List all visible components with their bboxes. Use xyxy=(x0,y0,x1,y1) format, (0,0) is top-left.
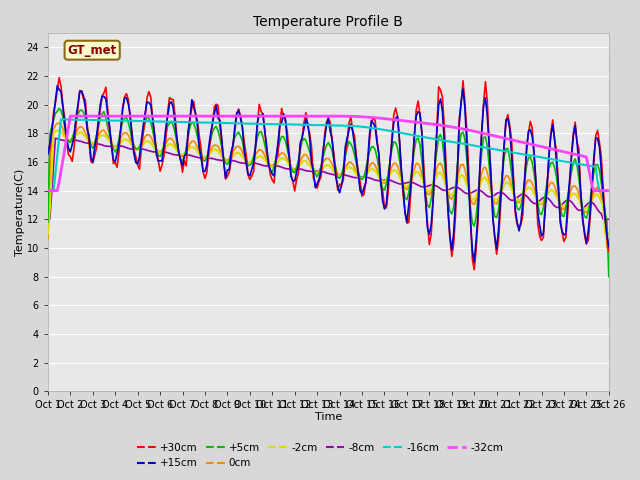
-2cm xyxy=(605,231,612,237)
Legend: +30cm, +15cm, +5cm, 0cm, -2cm, -8cm, -16cm, -32cm: +30cm, +15cm, +5cm, 0cm, -2cm, -8cm, -16… xyxy=(132,439,508,472)
+30cm xyxy=(489,215,497,220)
+5cm xyxy=(55,106,63,111)
+30cm xyxy=(605,249,612,254)
Line: -16cm: -16cm xyxy=(48,120,609,191)
0cm xyxy=(272,158,280,164)
+15cm xyxy=(568,155,575,160)
0cm xyxy=(519,192,527,197)
+30cm xyxy=(521,179,529,185)
0cm xyxy=(603,245,611,251)
X-axis label: Time: Time xyxy=(315,412,342,422)
Line: -2cm: -2cm xyxy=(48,131,609,234)
+5cm xyxy=(566,181,573,187)
Line: +5cm: +5cm xyxy=(48,108,609,276)
0cm xyxy=(566,192,573,197)
Title: Temperature Profile B: Temperature Profile B xyxy=(253,15,403,29)
-32cm xyxy=(429,121,437,127)
-2cm xyxy=(291,167,298,172)
-2cm xyxy=(487,189,495,194)
+30cm xyxy=(429,200,437,205)
0cm xyxy=(44,236,52,242)
-16cm xyxy=(272,121,280,127)
-8cm xyxy=(519,191,527,197)
-32cm xyxy=(272,113,280,119)
-32cm xyxy=(566,150,573,156)
-32cm xyxy=(89,113,97,119)
-2cm xyxy=(519,193,527,199)
-16cm xyxy=(44,188,52,193)
+5cm xyxy=(291,170,298,176)
-8cm xyxy=(272,163,280,168)
+5cm xyxy=(429,183,437,189)
-2cm xyxy=(566,195,573,201)
Line: 0cm: 0cm xyxy=(48,123,609,248)
+15cm xyxy=(272,156,280,162)
+15cm xyxy=(429,197,437,203)
-8cm xyxy=(52,135,60,141)
+5cm xyxy=(487,182,495,188)
0cm xyxy=(291,167,298,173)
0cm xyxy=(605,245,612,251)
+15cm xyxy=(44,151,52,157)
-32cm xyxy=(605,188,612,193)
-2cm xyxy=(429,181,437,187)
-8cm xyxy=(429,182,437,188)
+5cm xyxy=(519,192,527,198)
Line: -32cm: -32cm xyxy=(48,116,609,191)
+15cm xyxy=(521,175,529,180)
-32cm xyxy=(291,113,298,119)
-16cm xyxy=(566,159,573,165)
-2cm xyxy=(44,231,52,237)
+5cm xyxy=(272,156,280,161)
+30cm xyxy=(44,150,52,156)
Line: -8cm: -8cm xyxy=(48,138,609,219)
-16cm xyxy=(519,151,527,157)
-8cm xyxy=(566,198,573,204)
+5cm xyxy=(605,274,612,279)
0cm xyxy=(487,187,495,192)
+5cm xyxy=(44,219,52,225)
-8cm xyxy=(44,216,52,222)
-2cm xyxy=(55,128,63,133)
Line: +30cm: +30cm xyxy=(48,78,609,270)
+15cm xyxy=(53,83,61,89)
-16cm xyxy=(605,188,612,193)
+30cm xyxy=(291,188,298,194)
+15cm xyxy=(470,259,478,265)
0cm xyxy=(55,120,63,126)
+30cm xyxy=(55,75,63,81)
-8cm xyxy=(291,166,298,172)
Line: +15cm: +15cm xyxy=(48,86,609,262)
+30cm xyxy=(568,154,575,159)
-32cm xyxy=(519,140,527,145)
-16cm xyxy=(57,117,65,122)
-16cm xyxy=(429,136,437,142)
-16cm xyxy=(487,146,495,152)
-32cm xyxy=(487,132,495,138)
-8cm xyxy=(605,216,612,222)
+15cm xyxy=(605,244,612,250)
+15cm xyxy=(291,178,298,184)
+30cm xyxy=(272,157,280,163)
+30cm xyxy=(470,267,478,273)
+15cm xyxy=(489,216,497,221)
-16cm xyxy=(291,121,298,127)
-2cm xyxy=(272,161,280,167)
0cm xyxy=(429,181,437,187)
-32cm xyxy=(44,188,52,193)
Y-axis label: Temperature(C): Temperature(C) xyxy=(15,168,25,256)
-8cm xyxy=(487,194,495,200)
Text: GT_met: GT_met xyxy=(68,44,116,57)
